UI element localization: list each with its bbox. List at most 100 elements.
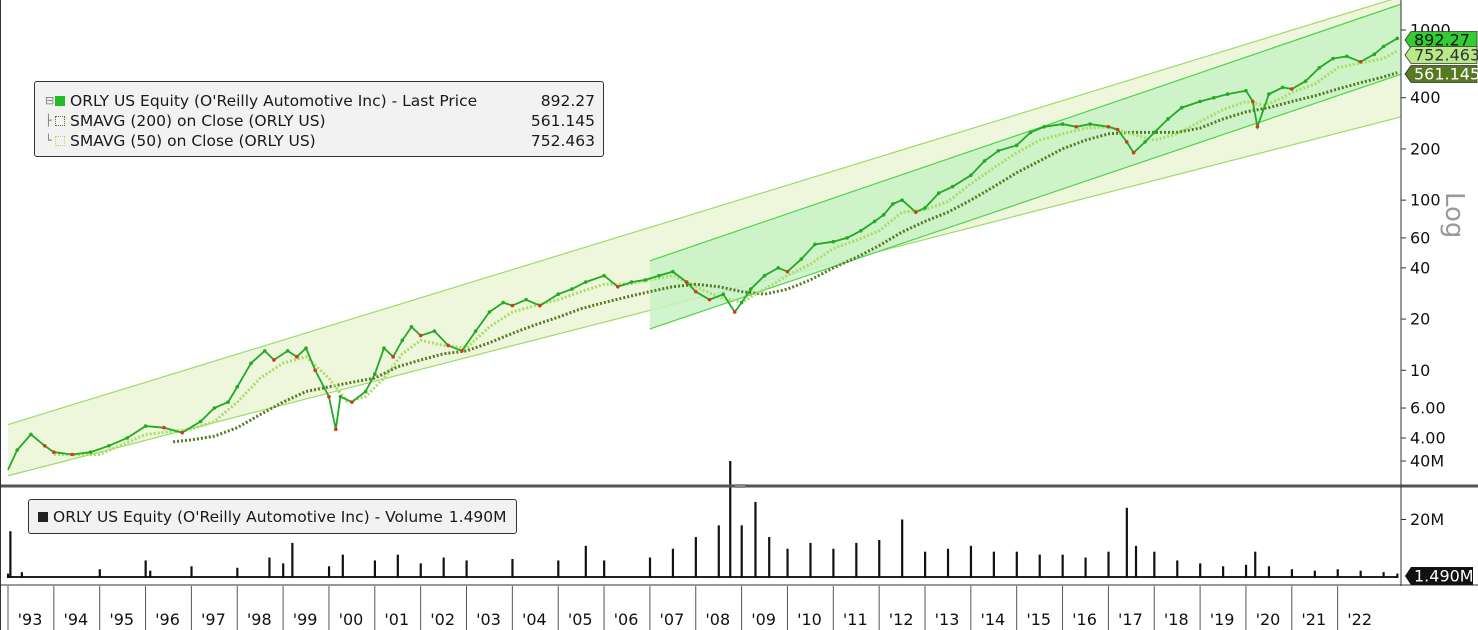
volume-bar xyxy=(341,554,344,578)
price-point xyxy=(1131,150,1136,155)
price-point xyxy=(785,269,790,274)
volume-bar xyxy=(1336,569,1339,578)
year-label: '14 xyxy=(980,610,1005,629)
tree-branch-icon: ├ xyxy=(45,114,52,127)
channel-band xyxy=(8,0,1401,476)
price-point xyxy=(125,436,130,440)
price-point xyxy=(1042,124,1047,129)
volume-bar xyxy=(1359,570,1362,578)
price-point xyxy=(1381,44,1386,49)
price-point xyxy=(859,229,863,233)
price-point xyxy=(15,448,19,452)
tree-expand-icon[interactable]: ⊟ xyxy=(45,94,55,107)
volume-bar xyxy=(992,551,995,578)
legend-value-volume: 1.490M xyxy=(448,508,507,526)
volume-bar xyxy=(969,545,973,578)
volume-base-fill xyxy=(8,576,1398,578)
year-label: '19 xyxy=(1210,610,1235,629)
year-label: '97 xyxy=(201,610,226,629)
year-label: '13 xyxy=(935,610,960,629)
price-point xyxy=(950,184,955,189)
volume-bar xyxy=(1084,557,1087,578)
price-tag xyxy=(1404,46,1478,64)
year-label: '10 xyxy=(797,610,822,629)
legend-row-volume: ORLY US Equity (O'Reilly Automotive Inc)… xyxy=(38,507,507,527)
volume-bar xyxy=(1254,551,1257,578)
pane-resize-handle xyxy=(735,484,745,488)
legend-label-price: ORLY US Equity (O'Reilly Automotive Inc)… xyxy=(70,92,478,110)
volume-tick-label: 20M xyxy=(1410,510,1444,529)
price-point xyxy=(657,273,661,278)
price-point xyxy=(684,280,689,284)
price-point xyxy=(327,394,331,399)
price-point xyxy=(460,349,464,353)
legend-swatch-sma200 xyxy=(55,116,65,126)
year-label: '93 xyxy=(18,610,43,629)
price-point xyxy=(1028,130,1033,135)
year-label: '98 xyxy=(247,610,272,629)
price-point xyxy=(538,303,542,308)
price-point xyxy=(1280,85,1285,90)
legend-value-sma200: 561.145 xyxy=(530,112,595,130)
price-point xyxy=(373,372,377,376)
volume-bars xyxy=(7,461,1399,578)
price-point xyxy=(982,159,987,163)
price-point xyxy=(391,355,395,359)
price-legend: ⊟ ORLY US Equity (O'Reilly Automotive In… xyxy=(34,81,604,157)
volume-last-tag xyxy=(1405,567,1473,585)
price-point xyxy=(693,289,698,294)
price-point xyxy=(1395,36,1400,41)
price-point xyxy=(570,287,574,291)
price-point xyxy=(143,424,148,428)
price-point xyxy=(813,242,817,247)
price-point xyxy=(643,278,648,282)
volume-bar xyxy=(465,560,468,578)
price-point xyxy=(409,325,414,329)
price-tag-label: 561.145 xyxy=(1414,65,1478,84)
sma50-series xyxy=(53,49,1399,456)
price-point xyxy=(1152,130,1157,135)
price-point xyxy=(88,450,93,455)
legend-swatch-sma50 xyxy=(55,136,65,146)
channel-lower-line xyxy=(649,73,1401,330)
volume-bar xyxy=(754,501,757,578)
price-point xyxy=(1225,92,1230,96)
price-point xyxy=(162,425,166,430)
volume-bar xyxy=(1396,573,1399,578)
price-point xyxy=(1060,122,1065,126)
price-point xyxy=(510,303,515,308)
price-point xyxy=(350,400,354,404)
price-point xyxy=(363,389,368,394)
price-tag-label: 892.27 xyxy=(1414,31,1470,50)
volume-bar xyxy=(740,525,743,578)
price-tick-label: 10 xyxy=(1410,361,1430,380)
legend-row-sma50: └ SMAVG (50) on Close (ORLY US) 752.463 xyxy=(45,131,595,151)
price-point xyxy=(1317,65,1322,70)
year-label: '03 xyxy=(476,610,501,629)
volume-bar xyxy=(1244,564,1248,578)
year-label: '05 xyxy=(568,610,593,629)
volume-bar xyxy=(144,560,147,578)
price-point xyxy=(1345,54,1349,59)
channel-upper-line xyxy=(649,3,1401,262)
volume-bar xyxy=(98,569,101,578)
volume-bar xyxy=(1107,551,1110,578)
price-point xyxy=(400,338,405,343)
channel-upper-line xyxy=(7,0,1393,426)
year-label: '02 xyxy=(430,610,455,629)
volume-bar xyxy=(1153,551,1156,578)
volume-bar xyxy=(924,551,927,578)
price-point xyxy=(762,273,767,278)
price-point xyxy=(1331,56,1335,61)
volume-bar xyxy=(1313,570,1316,578)
year-label: '11 xyxy=(843,610,868,629)
price-point xyxy=(1014,143,1019,148)
price-point xyxy=(1179,105,1184,110)
legend-value-sma50: 752.463 xyxy=(530,132,595,150)
volume-last-tag-label: 1.490M xyxy=(1414,567,1474,586)
volume-bar xyxy=(1267,566,1271,578)
price-point xyxy=(732,310,737,314)
volume-bar xyxy=(717,525,720,578)
year-label: '00 xyxy=(339,610,364,629)
price-point xyxy=(1115,127,1120,132)
